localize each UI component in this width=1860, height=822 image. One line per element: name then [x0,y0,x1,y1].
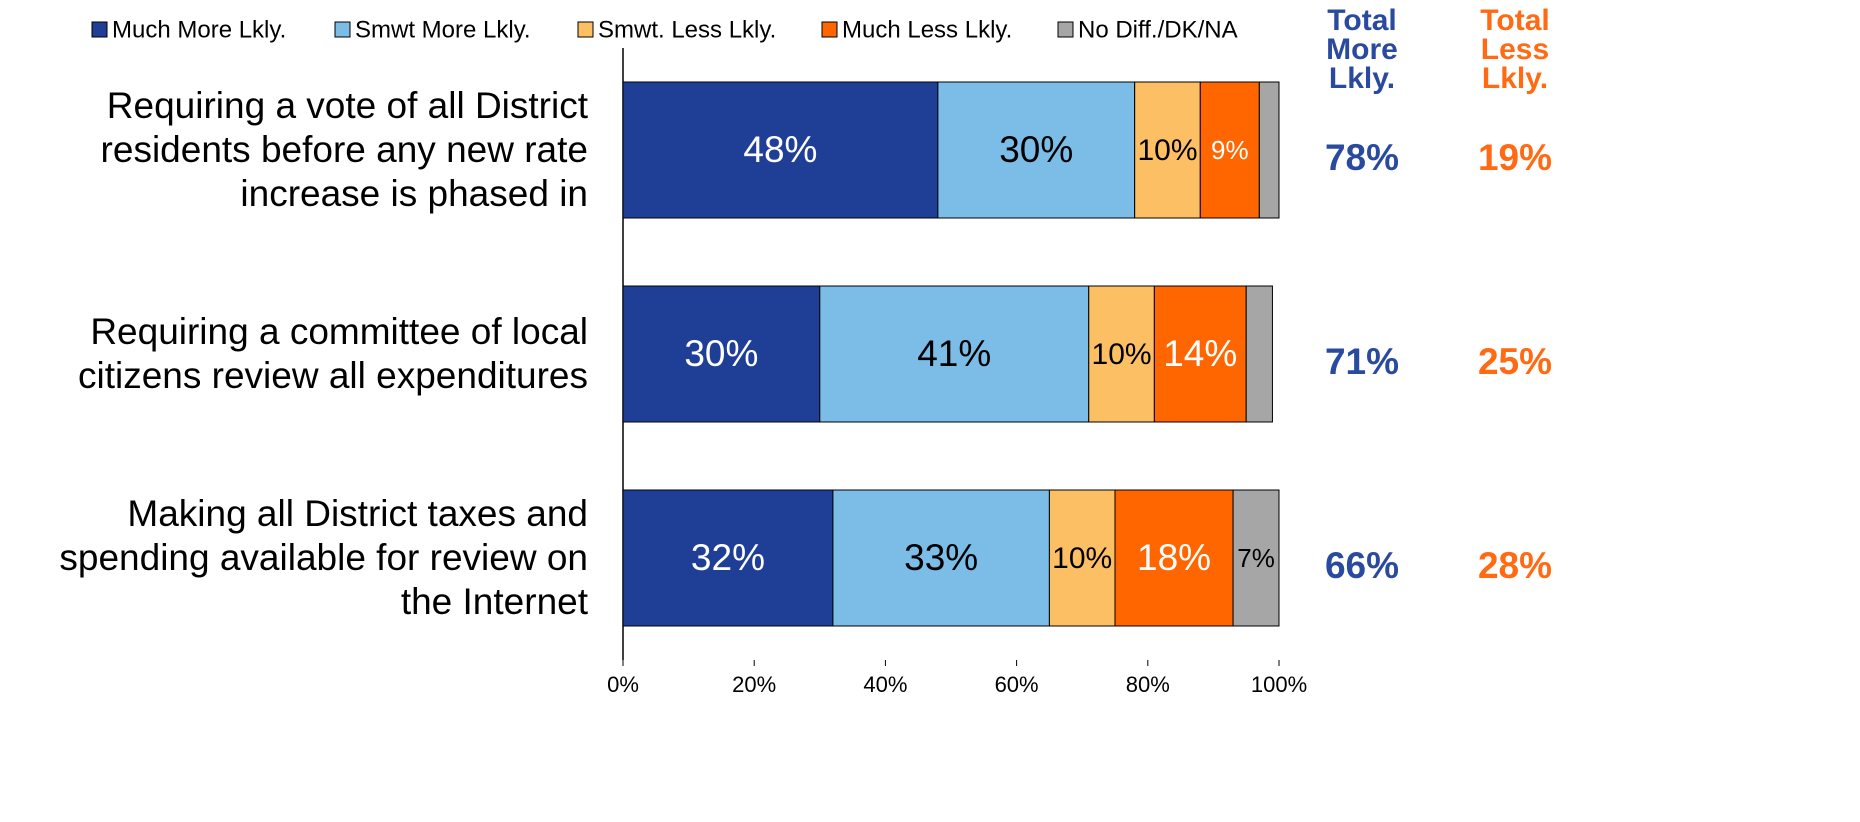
bar-segment [1134,81,1201,219]
bar-segment [622,285,821,423]
data-label: 7% [1237,543,1275,573]
data-label: 30% [684,333,758,374]
total-value: 78% [1325,137,1399,178]
bar-segment [1258,81,1280,219]
category-label: Requiring a vote of all District residen… [100,85,588,214]
legend-swatch [577,21,594,38]
total-value: 25% [1478,341,1552,382]
x-tick-label: 100% [1251,672,1307,697]
data-label: 33% [904,537,978,578]
legend-swatch [1057,21,1074,38]
x-tick-label: 80% [1126,672,1170,697]
bar-segment [1088,285,1155,423]
total-header: Total More Lkly. [1326,4,1398,95]
legend-label: Much Less Lkly. [842,16,1012,43]
bar-segment [1153,285,1247,423]
data-label: 18% [1137,537,1211,578]
total-value: 19% [1478,137,1552,178]
bar-segment [832,489,1050,627]
total-value: 71% [1325,341,1399,382]
data-label: 9% [1211,135,1249,165]
legend-swatch [821,21,838,38]
data-label: 30% [999,129,1073,170]
total-value: 66% [1325,545,1399,586]
data-label: 10% [1092,338,1152,371]
x-tick-label: 0% [607,672,639,697]
legend-label: Smwt. Less Lkly. [598,16,776,43]
x-tick-label: 60% [995,672,1039,697]
bar-segment [622,81,939,219]
legend-swatch [91,21,108,38]
bar-segment [937,81,1136,219]
bar-segment [1232,489,1280,627]
bar-segment [622,489,834,627]
bar-segment [1199,81,1260,219]
data-label: 32% [691,537,765,578]
data-label: 48% [743,129,817,170]
category-label: Requiring a committee of local citizens … [77,311,588,396]
legend-label: Much More Lkly. [112,16,286,43]
legend-label: No Diff./DK/NA [1078,16,1238,43]
x-tick-label: 20% [732,672,776,697]
x-tick-label: 40% [863,672,907,697]
bar-segment [819,285,1090,423]
data-label: 41% [917,333,991,374]
legend-label: Smwt More Lkly. [355,16,531,43]
bar-segment [1245,285,1273,423]
category-label: Making all District taxes and spending a… [59,493,588,622]
total-value: 28% [1478,545,1552,586]
bar-segment [1048,489,1116,627]
legend-swatch [334,21,351,38]
data-label: 10% [1052,542,1112,575]
data-label: 14% [1163,333,1237,374]
total-header: Total Less Lkly. [1480,4,1550,95]
data-label: 10% [1137,134,1197,167]
